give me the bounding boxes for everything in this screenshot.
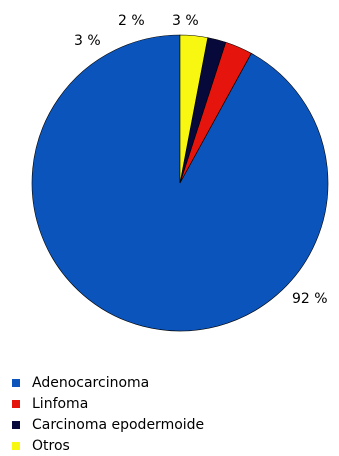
legend-label: Carcinoma epodermoide bbox=[32, 416, 205, 433]
legend-label: Otros bbox=[32, 437, 70, 454]
legend-swatch-carcinoma-epodermoide bbox=[12, 420, 20, 429]
legend-item: Adenocarcinoma bbox=[12, 372, 204, 393]
pie-value-labels: 92 % 3 % 2 % 3 % bbox=[74, 13, 328, 307]
legend-label: Linfoma bbox=[32, 395, 89, 412]
pie-slice-otros bbox=[179, 34, 209, 184]
legend: Adenocarcinoma Linfoma Carcinoma epoderm… bbox=[12, 372, 204, 456]
legend-swatch-linfoma bbox=[12, 399, 20, 408]
pie-value-label-carcinoma-epodermoide: 2 % bbox=[118, 13, 145, 29]
legend-item: Otros bbox=[12, 435, 204, 456]
legend-swatch-otros bbox=[12, 441, 20, 450]
pie-chart: 92 % 3 % 2 % 3 % bbox=[31, 13, 329, 332]
pie-value-label-linfoma: 3 % bbox=[74, 33, 101, 49]
pie-value-label-otros: 3 % bbox=[172, 13, 199, 29]
pie-slices bbox=[31, 34, 329, 332]
legend-swatch-adenocarcinoma bbox=[12, 378, 20, 387]
legend-item: Linfoma bbox=[12, 393, 204, 414]
pie-value-label-adenocarcinoma: 92 % bbox=[292, 291, 328, 307]
legend-label: Adenocarcinoma bbox=[32, 374, 150, 391]
legend-item: Carcinoma epodermoide bbox=[12, 414, 204, 435]
